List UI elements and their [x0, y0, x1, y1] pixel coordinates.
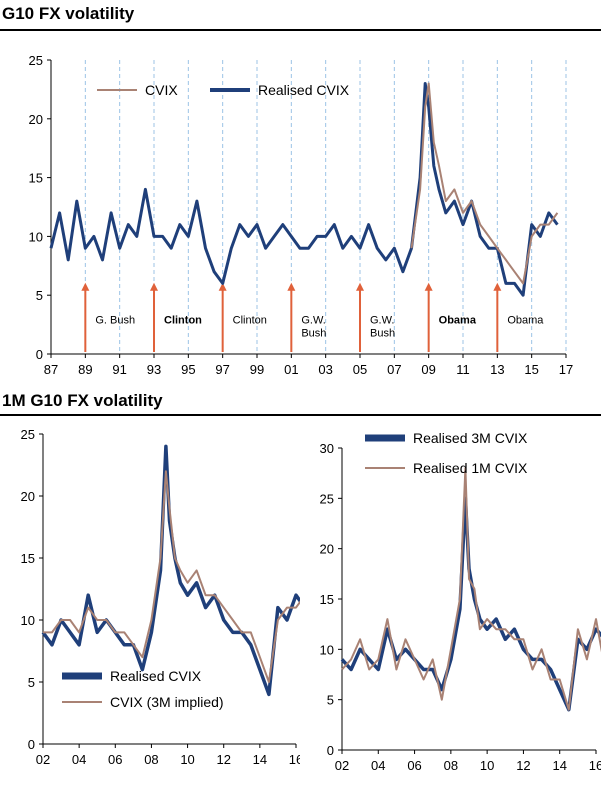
president-arrowhead — [356, 282, 364, 291]
x-tick-label: 01 — [284, 362, 298, 377]
x-tick-label: 99 — [250, 362, 264, 377]
president-arrowhead — [150, 282, 158, 291]
y-tick-label: 10 — [320, 642, 334, 657]
series-line-0 — [340, 496, 601, 712]
y-tick-label: 15 — [29, 171, 43, 186]
x-tick-label: 02 — [335, 758, 349, 773]
y-tick-label: 10 — [21, 613, 35, 628]
series-line-0 — [410, 82, 559, 285]
president-arrowhead — [218, 282, 227, 291]
x-tick-label: 06 — [108, 752, 122, 767]
president-arrowhead — [81, 282, 90, 291]
president-label: G.W. — [301, 314, 325, 326]
president-label: Clinton — [164, 314, 202, 326]
bottom-right-chart: 0 5 10 15 20 25 30 02 04 06 08 10 12 14 16 Realised 3M … — [320, 430, 601, 773]
x-tick-label: 16 — [589, 758, 601, 773]
y-tick-label: 15 — [320, 592, 334, 607]
y-tick-label: 5 — [327, 693, 334, 708]
president-arrowhead — [493, 282, 502, 291]
y-tick-label: 5 — [28, 675, 35, 690]
x-tick-label: 09 — [421, 362, 435, 377]
x-tick-label: 08 — [444, 758, 458, 773]
president-label: Obama — [439, 314, 477, 326]
legend-label: CVIX — [145, 82, 178, 98]
top-title-rule — [0, 29, 601, 31]
legend-label: Realised CVIX — [258, 82, 350, 98]
president-label: G. Bush — [95, 314, 135, 326]
series-line-1 — [49, 82, 559, 297]
legend-label: CVIX (3M implied) — [110, 694, 224, 710]
president-label-line2: Bush — [370, 327, 395, 339]
x-tick-label: 93 — [147, 362, 161, 377]
y-tick-label: 0 — [28, 737, 35, 752]
x-tick-label: 14 — [253, 752, 267, 767]
president-arrowhead — [424, 282, 433, 291]
x-tick-label: 15 — [524, 362, 538, 377]
series-line-0 — [41, 444, 300, 697]
x-tick-label: 17 — [559, 362, 573, 377]
bottom-chart-title: 1M G10 FX volatility — [2, 391, 163, 410]
x-tick-label: 91 — [112, 362, 126, 377]
x-tick-label: 05 — [353, 362, 367, 377]
president-arrowhead — [287, 282, 296, 291]
y-tick-label: 10 — [29, 229, 43, 244]
x-tick-label: 11 — [456, 362, 470, 377]
x-tick-label: 12 — [216, 752, 230, 767]
x-tick-label: 16 — [289, 752, 300, 767]
y-tick-label: 20 — [320, 542, 334, 557]
y-tick-label: 25 — [320, 491, 334, 506]
x-tick-label: 04 — [371, 758, 385, 773]
x-tick-label: 10 — [480, 758, 494, 773]
legend-label: Realised 3M CVIX — [413, 430, 528, 446]
y-tick-label: 5 — [36, 288, 43, 303]
x-tick-label: 89 — [78, 362, 92, 377]
president-label: Clinton — [233, 314, 267, 326]
y-tick-label: 25 — [21, 427, 35, 442]
top-chart-title: G10 FX volatility — [2, 4, 135, 23]
president-label: Obama — [507, 314, 544, 326]
x-tick-label: 13 — [490, 362, 504, 377]
x-tick-label: 07 — [387, 362, 401, 377]
y-tick-label: 20 — [21, 489, 35, 504]
x-tick-label: 10 — [180, 752, 194, 767]
x-tick-label: 06 — [407, 758, 421, 773]
y-tick-label: 30 — [320, 441, 334, 456]
y-tick-label: 15 — [21, 551, 35, 566]
president-label: G.W. — [370, 314, 394, 326]
legend-label: Realised CVIX — [110, 668, 202, 684]
series-line-1 — [43, 470, 300, 683]
y-tick-label: 25 — [29, 53, 43, 68]
y-tick-label: 20 — [29, 112, 43, 127]
x-tick-label: 08 — [144, 752, 158, 767]
president-label-line2: Bush — [301, 327, 326, 339]
bottom-left-chart: 0 5 10 15 20 25 02 04 06 08 10 12 14 16 Realised CVIX C… — [21, 427, 300, 767]
x-tick-label: 97 — [215, 362, 229, 377]
legend-label: Realised 1M CVIX — [413, 460, 528, 476]
y-tick-label: 0 — [327, 743, 334, 758]
x-tick-label: 87 — [44, 362, 58, 377]
x-tick-label: 14 — [552, 758, 566, 773]
x-tick-label: 95 — [181, 362, 195, 377]
x-tick-label: 02 — [36, 752, 50, 767]
x-tick-label: 04 — [72, 752, 86, 767]
series-line-1 — [341, 467, 601, 711]
bottom-title-rule — [0, 414, 601, 416]
x-tick-label: 12 — [516, 758, 530, 773]
x-tick-label: 03 — [318, 362, 332, 377]
y-tick-label: 0 — [36, 347, 43, 362]
